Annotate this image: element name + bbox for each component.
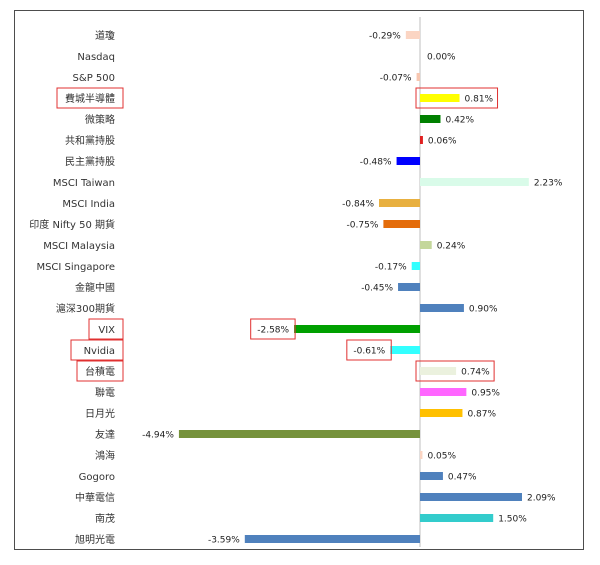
category-label-10: MSCI Malaysia — [43, 241, 115, 252]
bar-21 — [420, 472, 443, 480]
value-label-6: -0.48% — [360, 158, 392, 168]
category-label-7: MSCI Taiwan — [53, 178, 115, 189]
value-highlight-box-3 — [415, 87, 499, 109]
bar-20 — [420, 451, 423, 459]
value-label-24: -3.59% — [208, 536, 240, 546]
category-label-2: S&P 500 — [73, 73, 115, 84]
bar-5 — [420, 136, 423, 144]
bar-24 — [244, 535, 420, 543]
bar-9 — [383, 220, 420, 228]
category-label-19: 友達 — [95, 428, 115, 441]
category-label-22: 中華電信 — [75, 491, 115, 504]
category-highlight-box-14 — [88, 318, 124, 340]
category-highlight-box-15 — [70, 339, 124, 361]
bar-6 — [396, 157, 420, 165]
value-label-7: 2.23% — [534, 179, 563, 189]
value-highlight-box-15 — [346, 339, 392, 361]
category-label-24: 旭明光電 — [75, 533, 115, 546]
value-label-10: 0.24% — [437, 242, 466, 252]
category-label-12: 金龍中國 — [75, 281, 115, 294]
bar-16 — [420, 367, 457, 375]
bar-8 — [379, 199, 420, 207]
value-label-1: 0.00% — [427, 53, 456, 63]
bar-11 — [411, 262, 420, 270]
value-label-19: -4.94% — [142, 431, 174, 441]
category-label-14: VIX — [98, 325, 115, 336]
value-label-20: 0.05% — [427, 452, 456, 462]
category-label-18: 日月光 — [85, 407, 115, 420]
value-label-8: -0.84% — [342, 200, 374, 210]
bar-19 — [178, 430, 420, 438]
category-highlight-box-3 — [56, 87, 124, 109]
category-label-5: 共和黨持股 — [65, 134, 115, 147]
value-label-4: 0.42% — [445, 116, 474, 126]
bar-15 — [390, 346, 420, 354]
value-label-15: -0.61% — [353, 347, 385, 357]
category-label-17: 聯電 — [95, 387, 115, 399]
bar-17 — [420, 388, 467, 396]
bar-18 — [420, 409, 463, 417]
value-highlight-box-16 — [415, 360, 495, 382]
category-label-21: Gogoro — [79, 472, 115, 483]
value-label-14: -2.58% — [257, 326, 289, 336]
value-label-18: 0.87% — [467, 410, 496, 420]
bar-0 — [405, 31, 420, 39]
value-label-2: -0.07% — [380, 74, 412, 84]
value-label-11: -0.17% — [375, 263, 407, 273]
value-label-3: 0.81% — [465, 95, 494, 105]
value-label-0: -0.29% — [369, 32, 401, 42]
category-label-8: MSCI India — [62, 199, 115, 210]
category-highlight-box-16 — [76, 360, 124, 382]
value-label-13: 0.90% — [469, 305, 498, 315]
bar-3 — [420, 94, 460, 102]
category-label-4: 微策略 — [85, 113, 115, 126]
value-label-22: 2.09% — [527, 494, 556, 504]
bar-chart: 道瓊 -0.29% Nasdaq 0.00% S&P 500 -0.07% 費城半導體 0.8… — [29, 17, 563, 547]
bar-14 — [294, 325, 420, 333]
category-label-1: Nasdaq — [77, 52, 115, 63]
category-label-23: 南茂 — [95, 512, 115, 525]
bar-22 — [420, 493, 522, 501]
value-label-5: 0.06% — [428, 137, 457, 147]
value-label-12: -0.45% — [361, 284, 393, 294]
category-label-0: 道瓊 — [95, 29, 115, 42]
category-label-9: 印度 Nifty 50 期貨 — [29, 218, 115, 231]
value-label-23: 1.50% — [498, 515, 527, 525]
bar-2 — [416, 73, 420, 81]
category-label-6: 民主黨持股 — [65, 155, 115, 168]
value-highlight-box-14 — [250, 318, 296, 340]
category-label-13: 滬深300期貨 — [56, 302, 115, 315]
category-label-15: Nvidia — [84, 346, 115, 357]
category-label-20: 鴻海 — [95, 449, 115, 462]
value-label-21: 0.47% — [448, 473, 477, 483]
bar-4 — [420, 115, 441, 123]
bar-23 — [420, 514, 494, 522]
bar-13 — [420, 304, 464, 312]
value-label-17: 0.95% — [471, 389, 500, 399]
value-label-16: 0.74% — [461, 368, 490, 378]
bar-12 — [398, 283, 420, 291]
category-label-3: 費城半導體 — [65, 92, 115, 105]
bar-7 — [420, 178, 529, 186]
bar-10 — [420, 241, 432, 249]
category-label-11: MSCI Singapore — [36, 262, 115, 273]
chart-frame: 道瓊 -0.29% Nasdaq 0.00% S&P 500 -0.07% 費城半導體 0.8… — [14, 10, 584, 550]
category-label-16: 台積電 — [85, 365, 115, 378]
value-label-9: -0.75% — [347, 221, 379, 231]
